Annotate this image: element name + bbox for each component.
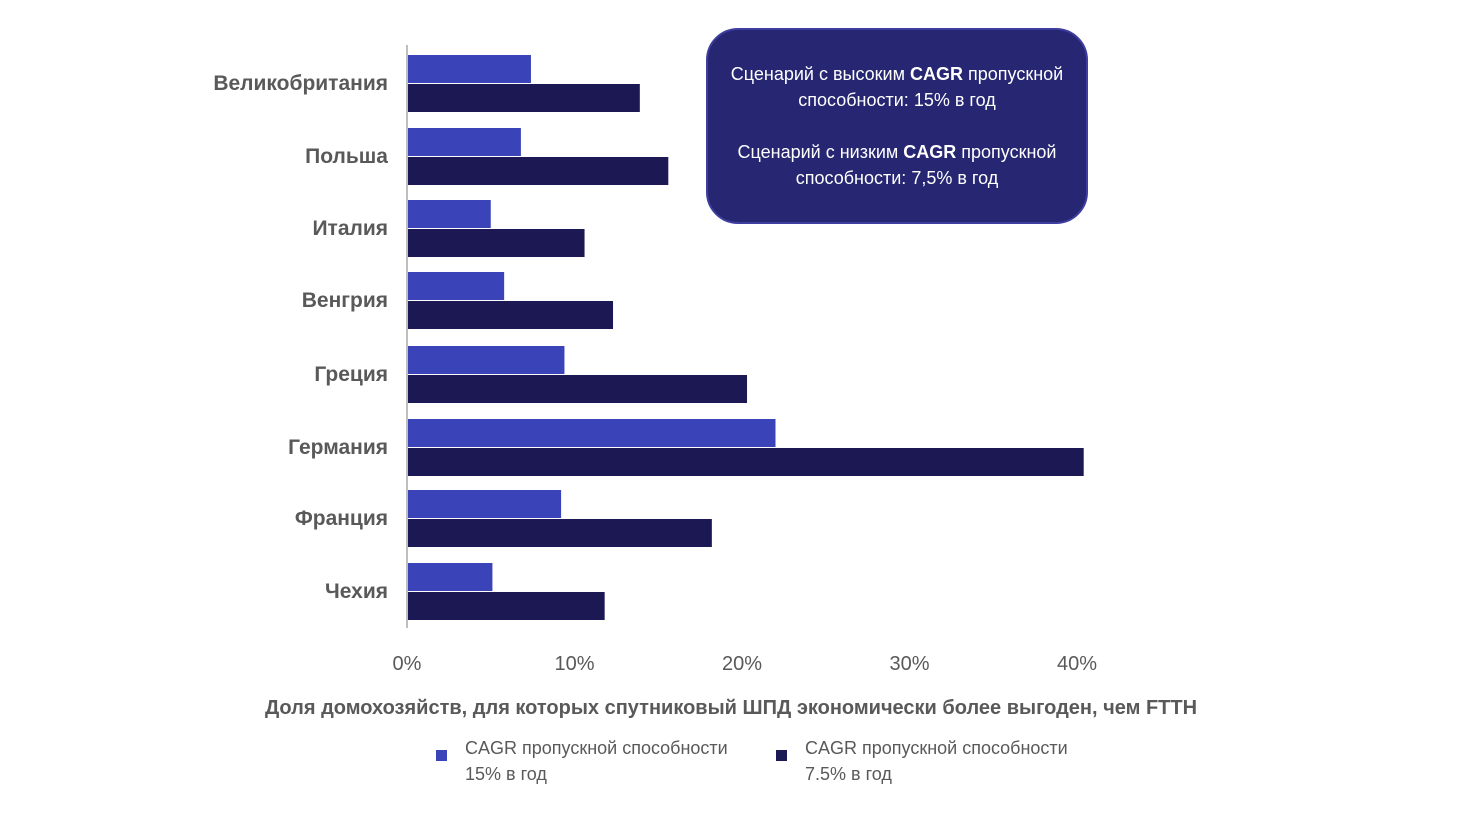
- category-label: Германия: [288, 436, 388, 459]
- bar-high-1: [408, 128, 521, 156]
- bar-low-5: [408, 448, 1084, 476]
- legend-label-high: 15% в год: [465, 764, 547, 784]
- bar-high-4: [408, 346, 565, 374]
- bar-low-6: [408, 519, 712, 547]
- x-tick-label: 20%: [722, 653, 762, 675]
- note-low-scenario: Сценарий с низким CAGR пропускной способ…: [737, 142, 1057, 188]
- bar-high-2: [408, 200, 491, 228]
- category-label: Франция: [295, 507, 388, 530]
- bar-low-4: [408, 375, 748, 403]
- x-tick-label: 40%: [1057, 653, 1097, 675]
- legend-swatch-high: [436, 750, 447, 761]
- x-axis-label: Доля домохозяйств, для которых спутников…: [265, 697, 1197, 719]
- bar-low-7: [408, 592, 605, 620]
- x-tick-label: 0%: [393, 653, 422, 675]
- legend: CAGR пропускной способности 15% в год CAGR…: [436, 738, 1068, 784]
- legend-label-high: CAGR пропускной способности: [465, 738, 728, 758]
- bar-high-3: [408, 272, 505, 300]
- bar-high-6: [408, 490, 562, 518]
- note-high-scenario: Сценарий с высоким CAGR пропускной спосо…: [730, 64, 1064, 110]
- category-label: Польша: [305, 145, 388, 168]
- bar-low-1: [408, 157, 669, 185]
- category-label: Великобритания: [213, 72, 388, 95]
- legend-label-low: CAGR пропускной способности: [805, 738, 1068, 758]
- legend-swatch-low: [776, 750, 787, 761]
- bar-high-7: [408, 563, 493, 591]
- bar-high-0: [408, 55, 531, 83]
- x-tick-labels: 0% 10% 20% 30% 40%: [393, 653, 1098, 675]
- bar-high-5: [408, 419, 776, 447]
- category-label: Греция: [314, 363, 388, 386]
- x-tick-label: 10%: [554, 653, 594, 675]
- bar-low-2: [408, 229, 585, 257]
- bars-group: [408, 55, 1084, 620]
- bar-low-3: [408, 301, 614, 329]
- scenario-note-box: Сценарий с высоким CAGR пропускной спосо…: [706, 28, 1088, 224]
- category-label: Венгрия: [302, 289, 388, 312]
- bar-low-0: [408, 84, 640, 112]
- category-label: Чехия: [325, 580, 388, 603]
- category-label: Италия: [312, 217, 388, 240]
- x-tick-label: 30%: [889, 653, 929, 675]
- legend-label-low: 7.5% в год: [805, 764, 892, 784]
- category-labels: Великобритания Польша Италия Венгрия Греция Г…: [213, 72, 388, 603]
